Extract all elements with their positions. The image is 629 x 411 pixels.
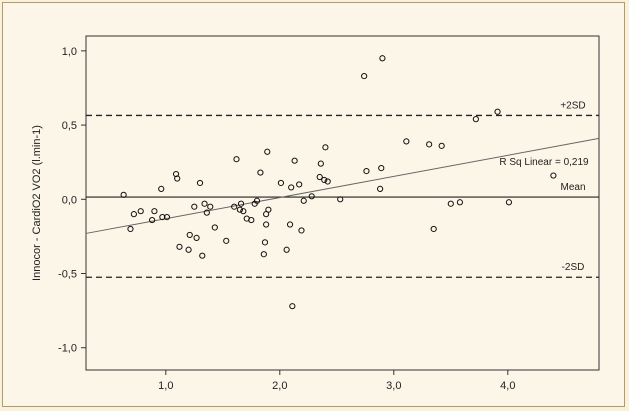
data-point (265, 206, 272, 213)
data-points (120, 55, 557, 310)
upper-limit-label: +2SD (560, 100, 585, 111)
x-tick-label: 3,0 (386, 380, 401, 392)
data-point (174, 175, 181, 182)
mean-label: Mean (560, 182, 585, 193)
fit-line-label: R Sq Linear = 0,219 (499, 157, 589, 168)
data-point (203, 209, 210, 216)
data-point (472, 116, 479, 123)
data-point (185, 246, 192, 253)
data-point (283, 246, 290, 253)
data-point (263, 221, 270, 228)
data-point (494, 108, 501, 115)
data-point (240, 208, 247, 215)
data-point (223, 237, 230, 244)
data-point (403, 138, 410, 145)
data-point (300, 197, 307, 204)
data-point (456, 199, 464, 206)
data-point (447, 200, 454, 207)
data-point (379, 55, 386, 62)
data-point (211, 224, 218, 231)
data-point (159, 214, 166, 221)
y-tick-label: 0,5 (62, 120, 77, 132)
data-point (127, 225, 134, 233)
fit-line (85, 137, 600, 234)
data-point (289, 303, 296, 310)
data-point (186, 231, 193, 239)
data-point (316, 173, 323, 181)
data-point (201, 200, 208, 207)
data-point (137, 208, 144, 215)
x-tick-label: 2,0 (272, 380, 287, 392)
data-point (363, 167, 370, 175)
data-point (321, 176, 328, 184)
data-point (361, 72, 368, 80)
fit-line-group: R Sq Linear = 0,219 (85, 137, 600, 234)
data-point (296, 181, 303, 188)
data-point (286, 221, 294, 228)
data-point (322, 144, 329, 151)
lower-limit-label: -2SD (562, 262, 585, 273)
data-point (236, 206, 243, 213)
x-axis: 1,0 2,0 3,0 4,0 (158, 370, 515, 392)
data-point (158, 185, 165, 192)
data-point (191, 203, 198, 210)
data-point (172, 170, 180, 178)
data-point (257, 169, 264, 176)
y-axis: 1,0 0,5 0,0 -0,5 -1,0 (58, 46, 86, 355)
data-point (438, 142, 445, 149)
data-point (231, 203, 238, 210)
data-point (430, 225, 437, 233)
data-point (378, 165, 385, 172)
data-point (260, 251, 267, 258)
data-point (233, 156, 240, 163)
data-point (248, 216, 255, 224)
data-point (120, 191, 127, 198)
y-tick-label: 0,0 (62, 194, 77, 206)
data-point (149, 216, 156, 224)
x-tick-label: 1,0 (158, 380, 173, 392)
data-point (291, 157, 298, 164)
y-tick-label: 1,0 (62, 46, 77, 58)
data-point (264, 148, 271, 155)
data-point (176, 243, 183, 250)
data-point (151, 208, 158, 215)
data-point (505, 199, 513, 206)
data-point (196, 179, 204, 187)
data-point (207, 203, 214, 210)
data-point (288, 184, 295, 191)
data-point (298, 227, 305, 234)
data-point (163, 214, 171, 221)
scatter-chart: 1,0 0,5 0,0 -0,5 -1,0 1,0 2,0 3,0 4,0 +2SD Mean -… (31, 35, 600, 392)
y-axis-label: Innocor - CardiO2 VO2 (l.min-1) (31, 125, 43, 281)
data-point (277, 179, 285, 187)
y-tick-label: -1,0 (58, 343, 77, 355)
reference-lines: +2SD Mean -2SD (86, 100, 599, 278)
data-point (261, 239, 269, 246)
data-point (426, 141, 433, 148)
data-point (130, 211, 137, 218)
data-point (193, 234, 200, 241)
plot-area (85, 35, 600, 371)
y-tick-label: -0,5 (58, 269, 77, 281)
data-point (337, 196, 344, 203)
chart-frame: 1,0 0,5 0,0 -0,5 -1,0 1,0 2,0 3,0 4,0 +2SD Mean -… (2, 2, 625, 407)
data-point (237, 200, 245, 207)
data-point (324, 178, 331, 185)
data-point (317, 160, 324, 167)
data-point (308, 193, 315, 200)
x-tick-label: 4,0 (500, 380, 515, 392)
data-point (253, 197, 261, 204)
data-point (377, 185, 384, 192)
data-point (199, 252, 206, 259)
data-point (550, 172, 557, 179)
